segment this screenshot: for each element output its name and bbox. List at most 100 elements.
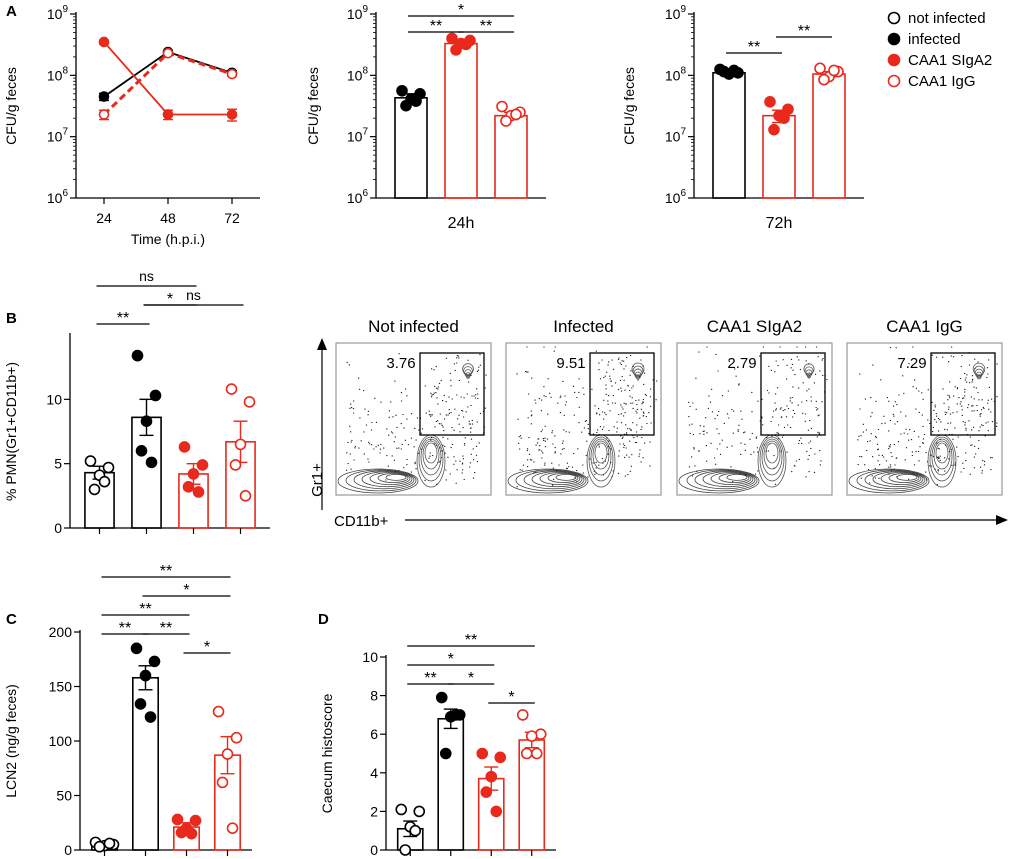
series-line [103, 51, 233, 98]
y-tick-label: 10 [362, 649, 378, 665]
flow-scatter-dots [346, 353, 487, 485]
y-tick-label: 106 [47, 188, 69, 206]
flow-contour [337, 468, 419, 494]
flow-contour [973, 365, 985, 377]
y-tick-label: 6 [370, 726, 378, 742]
data-point [226, 68, 238, 80]
legend-marker [887, 74, 901, 88]
data-point [134, 698, 147, 710]
y-tick-label: 106 [347, 188, 369, 206]
flow-y-axis-label: Gr1+ [309, 463, 326, 497]
y-tick-label: 108 [47, 65, 69, 83]
flow-contour [726, 473, 748, 481]
y-tick-label: 50 [56, 788, 72, 804]
data-point [480, 786, 493, 798]
data-point [103, 837, 116, 850]
significance-label: ** [430, 18, 442, 35]
significance-label: * [167, 291, 173, 308]
flow-contour [464, 369, 472, 377]
flow-contour [531, 471, 583, 488]
data-point [98, 36, 110, 48]
data-point [162, 109, 174, 120]
y-tick-label: 0 [64, 842, 72, 858]
y-tick-label: 4 [370, 765, 378, 781]
chart-a-72h: 106 107 108 109 CFU/g feces 72h ** ** [621, 4, 864, 232]
data-point [221, 748, 234, 760]
data-point [162, 47, 174, 59]
flow-contour [761, 438, 783, 476]
data-point [439, 747, 452, 760]
data-point [225, 383, 238, 395]
flow-cytometry-panel: Not infected 3.76 Infected 9.51 CAA1 SIgA2 2.… [309, 317, 1008, 530]
flow-plot-title: CAA1 IgG [886, 317, 963, 336]
significance-label: ** [160, 620, 172, 637]
data-point [189, 814, 202, 827]
data-point [187, 468, 200, 480]
panel-letter-d: D [318, 611, 329, 628]
data-point [399, 844, 412, 856]
data-point [449, 709, 462, 721]
x-tick-label: 72 [224, 210, 240, 226]
panel-letters: A B C D [6, 3, 329, 628]
significance-label: ** [139, 601, 151, 618]
data-point [98, 109, 110, 120]
bar [444, 42, 478, 199]
y-tick-label: 107 [47, 127, 69, 145]
flow-contour [975, 371, 983, 379]
flow-contour [592, 440, 610, 470]
flow-contour [547, 473, 579, 483]
data-point [175, 826, 188, 839]
data-point [216, 776, 229, 789]
flow-contour [377, 473, 409, 483]
flow-plot-title: CAA1 SIgA2 [707, 317, 802, 336]
data-point [496, 100, 508, 113]
data-point [196, 459, 209, 471]
data-point [230, 731, 243, 744]
data-point [460, 38, 472, 51]
significance-label: ** [465, 632, 477, 649]
data-point [814, 62, 826, 75]
data-point [149, 389, 162, 402]
significance-label: ** [117, 310, 129, 327]
significance-label: ** [480, 18, 492, 35]
significance-label: ** [119, 620, 131, 637]
y-tick-label: 106 [665, 188, 687, 206]
flow-contour [806, 372, 812, 378]
flow-contour [466, 375, 470, 379]
flow-contour [856, 469, 928, 492]
data-point [178, 441, 191, 453]
data-point [818, 73, 830, 86]
flow-scatter-dots [688, 346, 828, 485]
y-tick-label: 150 [49, 679, 73, 695]
flow-contour [759, 436, 785, 482]
x-axis-label: Time (h.p.i.) [131, 231, 205, 247]
significance-label: * [448, 651, 454, 668]
flow-contour [590, 438, 612, 476]
flow-contour [588, 436, 614, 482]
panel-letter-c: C [6, 611, 17, 628]
flow-contour [369, 472, 411, 486]
flow-contour [632, 365, 644, 377]
data-point [239, 490, 252, 502]
bar [812, 73, 846, 199]
data-point [400, 99, 412, 112]
panel-letter-b: B [6, 310, 17, 327]
flow-contour [353, 470, 415, 490]
data-point [88, 483, 101, 496]
significance-label: ** [160, 563, 172, 580]
data-point [409, 824, 422, 837]
flow-contour [896, 473, 918, 481]
data-point [226, 822, 239, 835]
y-tick-label: 8 [370, 688, 378, 704]
flow-contour [931, 438, 953, 476]
data-point [243, 396, 256, 408]
significance-label: * [508, 689, 514, 706]
data-point [212, 705, 225, 718]
data-point [145, 456, 158, 469]
flow-plot: CAA1 SIgA2 2.79 [676, 317, 833, 496]
flow-contour [929, 436, 955, 482]
